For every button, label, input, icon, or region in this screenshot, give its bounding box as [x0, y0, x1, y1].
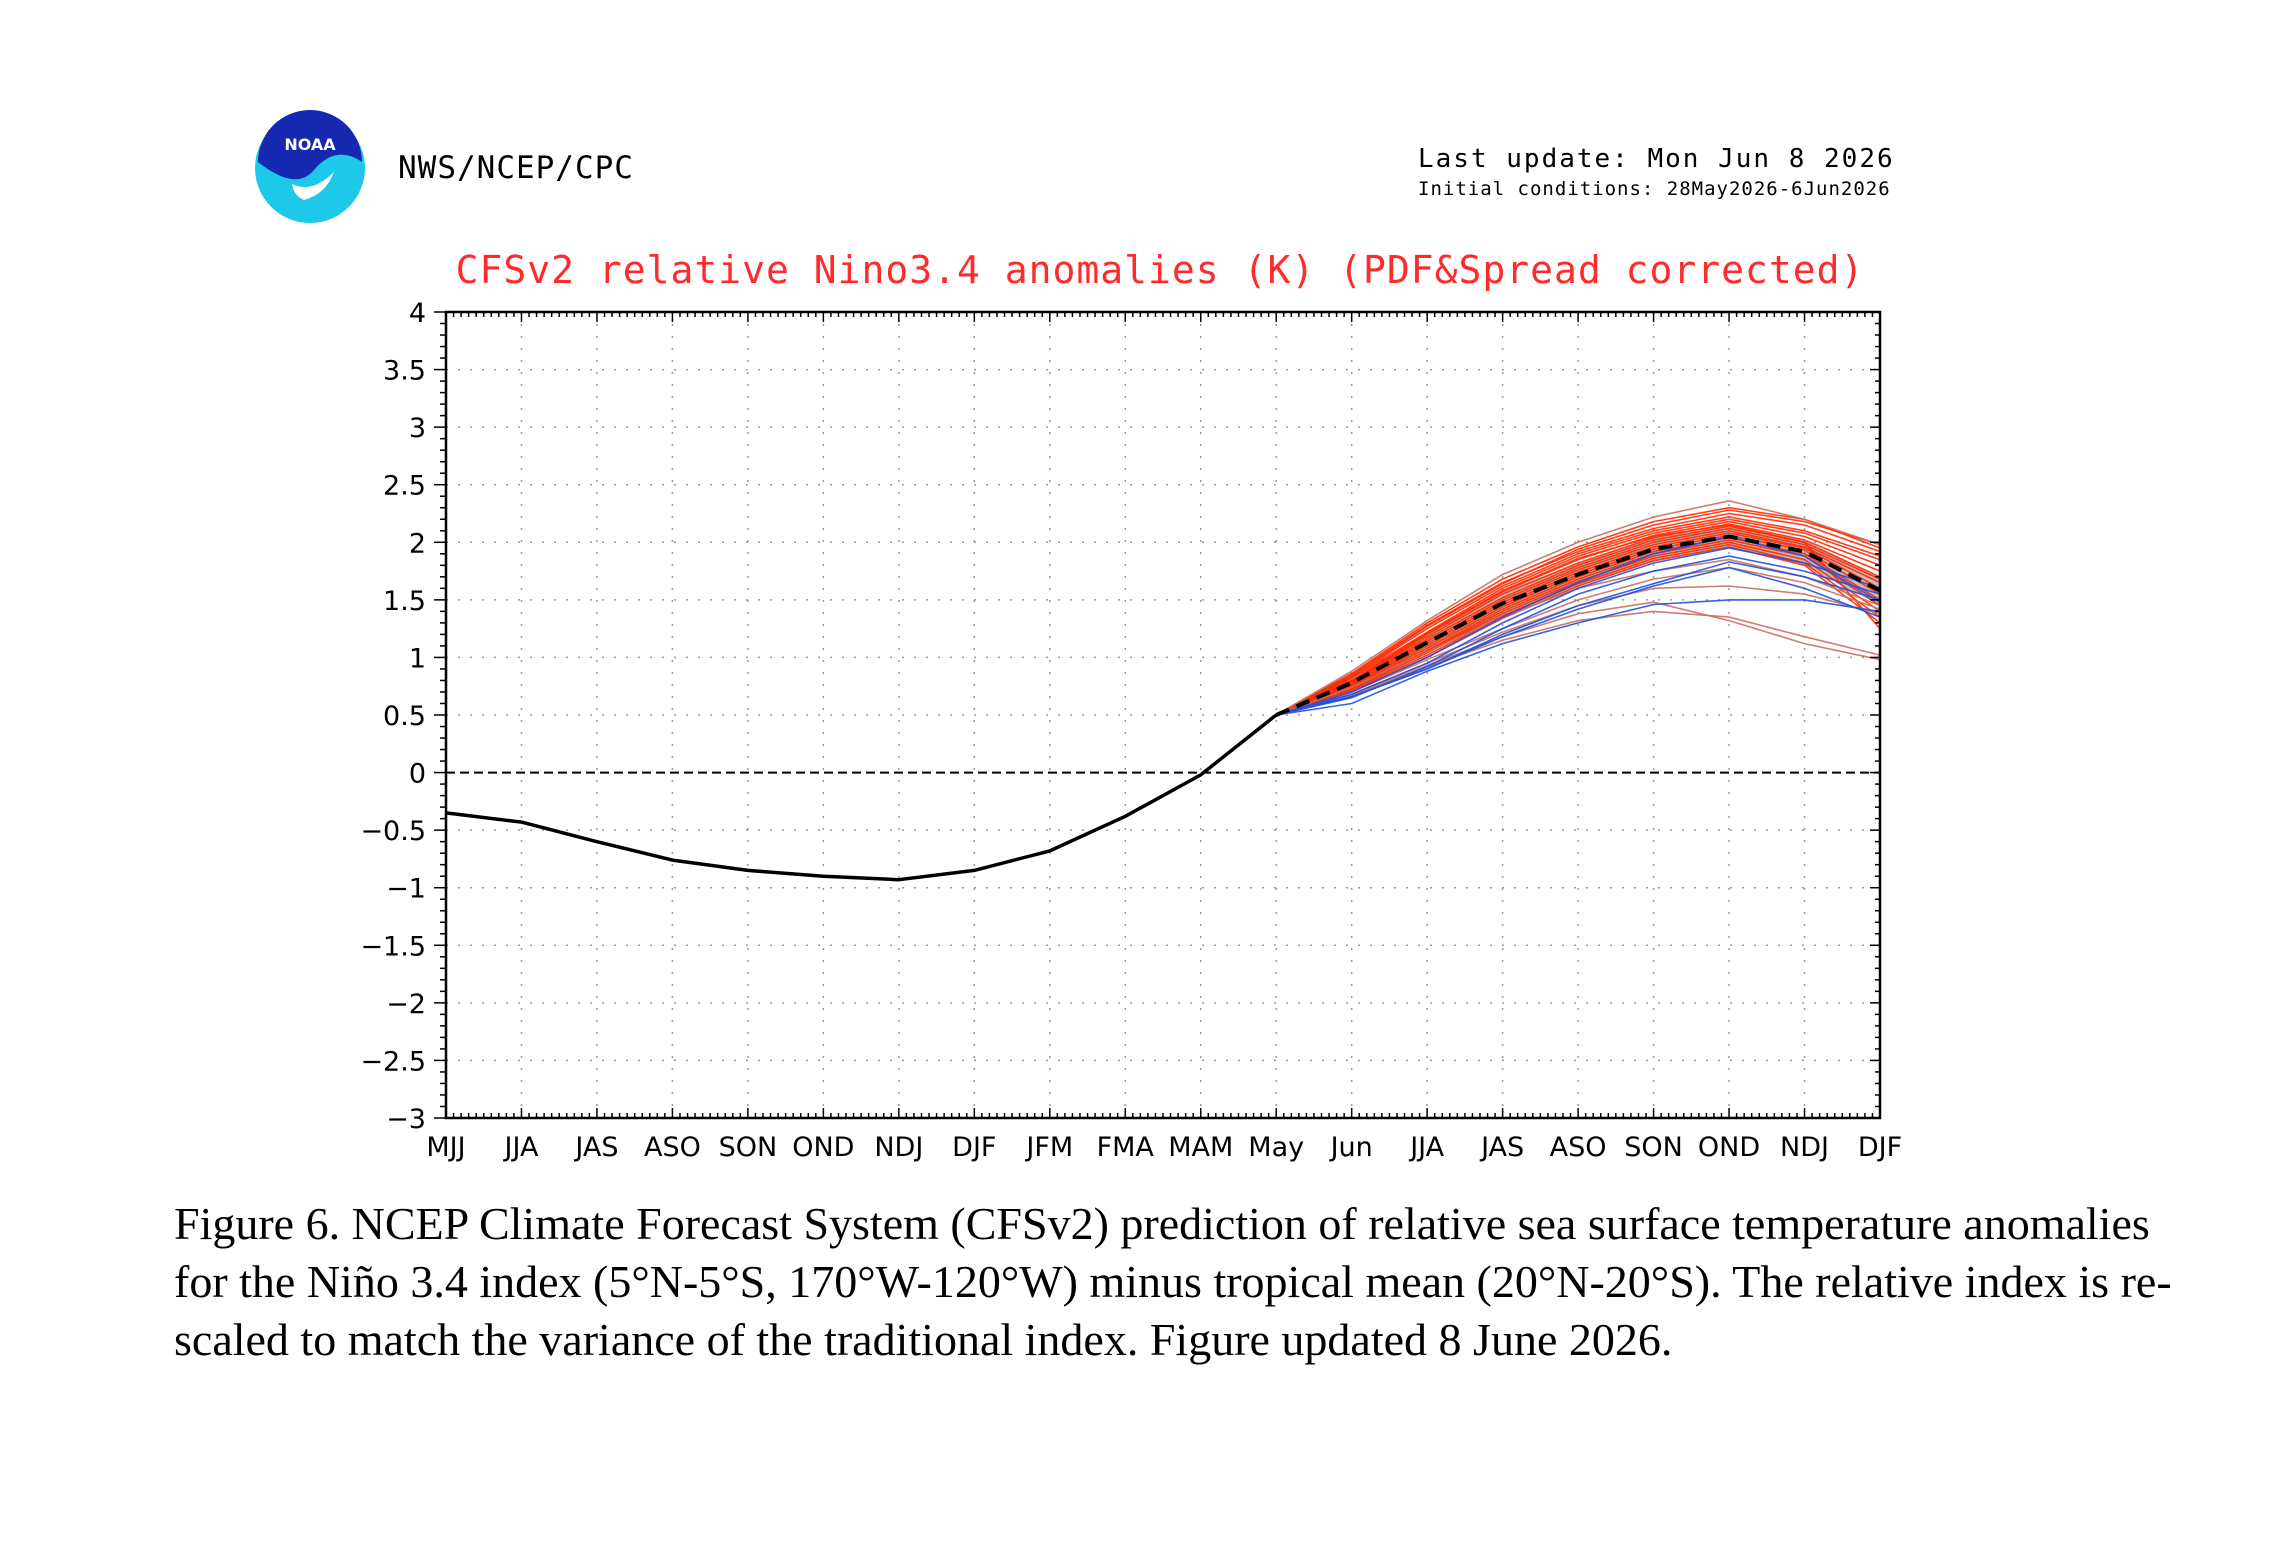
y-tick-label: 4 [409, 298, 426, 329]
y-tick-label: −2 [386, 989, 426, 1020]
org-label: NWS/NCEP/CPC [398, 150, 634, 186]
x-tick-label: MJJ [426, 1132, 465, 1163]
initial-conditions-text: Initial conditions: 28May2026-6Jun2026 [1418, 178, 1891, 200]
x-tick-label: JAS [573, 1132, 618, 1163]
ensemble-mean-line [1275, 534, 1881, 717]
ensemble-member-line [1275, 535, 1881, 716]
ensemble-member-line [1275, 516, 1881, 716]
ensemble-member-line [1275, 509, 1881, 716]
x-tick-label: DJF [1858, 1132, 1902, 1163]
x-tick-label: NDJ [874, 1132, 923, 1163]
axes-layer [434, 310, 1882, 1120]
y-tick-label: −1 [386, 874, 426, 905]
main-lines-layer [445, 534, 1881, 882]
x-tick-label: SON [1624, 1132, 1683, 1163]
figure-caption: Figure 6. NCEP Climate Forecast System (… [174, 1198, 2172, 1365]
ensemble-member-line [1275, 512, 1881, 716]
ensemble-member-line [1275, 506, 1881, 716]
x-tick-label: SON [719, 1132, 778, 1163]
y-tick-label: 3 [409, 413, 426, 444]
x-tick-label: ASO [1550, 1132, 1607, 1163]
ensemble-member-line [1275, 547, 1881, 716]
x-tick-label: JFM [1024, 1132, 1073, 1163]
ensemble-member-line [1276, 599, 1881, 716]
spread-band-layer [1276, 526, 1880, 715]
ensemble-member-line [1275, 532, 1881, 716]
chart-title: CFSv2 relative Nino3.4 anomalies (K) (PD… [456, 248, 1865, 292]
x-tick-label: Jun [1329, 1132, 1373, 1163]
y-tick-label: 1.5 [383, 586, 426, 617]
ensemble-member-line [1275, 541, 1881, 716]
nino34-chart: CFSv2 relative Nino3.4 anomalies (K) (PD… [360, 248, 1902, 1163]
last-update-text: Last update: Mon Jun 8 2026 [1418, 144, 1895, 174]
y-tick-label: −1.5 [360, 931, 426, 962]
logo-text: NOAA [284, 135, 336, 154]
spread-band [1276, 526, 1880, 715]
x-tick-label: JJA [1408, 1132, 1444, 1163]
y-tick-label: 0 [409, 759, 426, 790]
y-tick-label: −3 [386, 1104, 426, 1135]
grid-layer [446, 312, 1880, 1118]
x-tick-label: FMA [1097, 1132, 1155, 1163]
y-tick-label: 3.5 [383, 356, 426, 387]
plot-frame [444, 310, 1882, 1120]
ensemble-member-line [1276, 566, 1881, 716]
y-tick-label: 2.5 [383, 471, 426, 502]
ensemble-member-line [1275, 524, 1881, 716]
ensemble-member-line [1275, 601, 1881, 716]
x-tick-label: ASO [644, 1132, 701, 1163]
ensemble-member-line [1275, 543, 1881, 716]
x-tick-label: JJA [503, 1132, 539, 1163]
x-tick-label: MAM [1168, 1132, 1233, 1163]
ensemble-member-line [1275, 499, 1881, 716]
y-tick-label: 2 [409, 528, 426, 559]
x-tick-label: OND [1698, 1132, 1760, 1163]
tick-labels-layer: −3 −2.5 −2 −1.5 −1 −0.5 0 0.5 1 1.5 2 2.5 3 3.5 4 MJJ JJ… [360, 298, 1902, 1163]
ensemble-member-line [1275, 518, 1881, 716]
x-tick-label: NDJ [1780, 1132, 1829, 1163]
ensemble-member-line [1275, 523, 1881, 716]
y-tick-label: −2.5 [360, 1046, 426, 1077]
noaa-logo: NOAA [255, 110, 365, 223]
y-tick-label: 0.5 [383, 701, 426, 732]
x-tick-label: DJF [952, 1132, 996, 1163]
observed-line [445, 713, 1278, 882]
x-tick-label: May [1248, 1132, 1304, 1163]
y-tick-label: −0.5 [360, 816, 426, 847]
x-tick-label: JAS [1479, 1132, 1524, 1163]
y-tick-label: 1 [409, 643, 426, 674]
ensemble-members-layer [1275, 499, 1881, 716]
x-tick-label: OND [792, 1132, 854, 1163]
